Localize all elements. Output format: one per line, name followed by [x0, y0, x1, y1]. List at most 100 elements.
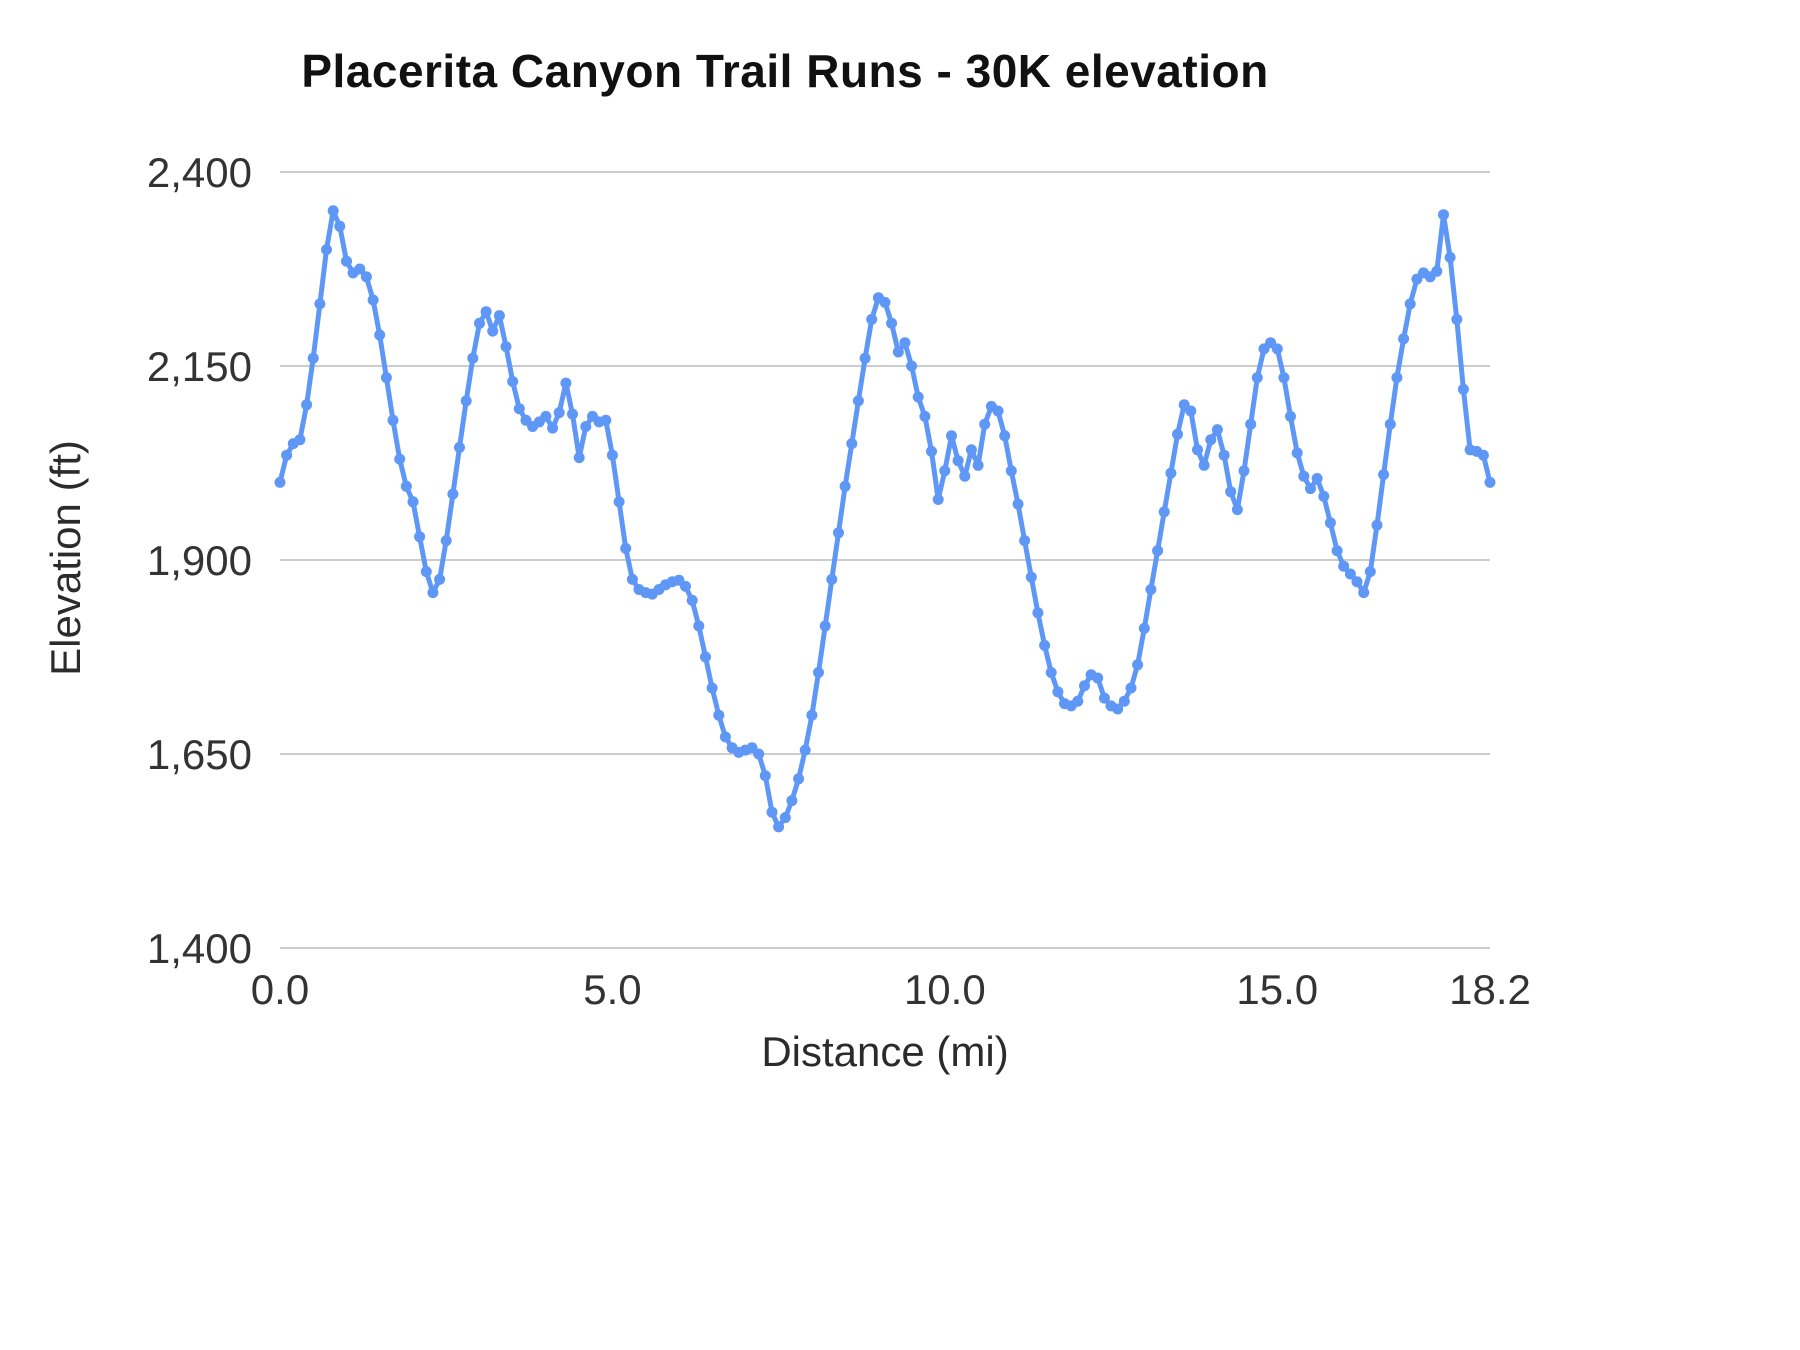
data-point — [1138, 622, 1150, 634]
data-point — [1052, 686, 1064, 698]
data-point — [281, 449, 293, 461]
data-point — [567, 408, 578, 420]
chart-title: Placerita Canyon Trail Runs - 30K elevat… — [301, 45, 1269, 97]
data-point — [866, 313, 878, 325]
data-point — [959, 470, 971, 482]
data-point — [374, 329, 386, 341]
data-point — [806, 709, 818, 721]
data-point — [892, 346, 904, 358]
data-point — [1158, 506, 1170, 518]
data-point — [952, 455, 964, 467]
data-point — [1019, 535, 1031, 547]
data-point — [420, 566, 432, 578]
data-point — [1251, 372, 1263, 384]
data-point — [467, 352, 479, 364]
data-point — [1371, 519, 1383, 531]
data-point — [553, 407, 565, 419]
data-point — [1298, 470, 1310, 482]
data-point — [380, 372, 392, 384]
data-point — [414, 531, 426, 543]
data-point — [879, 296, 891, 308]
data-point — [1398, 333, 1410, 345]
data-point — [926, 445, 937, 457]
data-point — [759, 770, 771, 782]
data-point — [600, 414, 612, 426]
data-point — [1285, 410, 1296, 422]
data-point — [979, 418, 991, 430]
data-point — [507, 376, 519, 387]
data-point — [1152, 545, 1164, 557]
data-point — [713, 709, 725, 721]
data-point — [1431, 265, 1443, 277]
data-point — [493, 310, 505, 322]
data-point — [1192, 444, 1203, 456]
data-point — [547, 422, 559, 434]
x-axis-title: Distance (mi) — [761, 1028, 1009, 1075]
data-point — [1291, 447, 1303, 459]
data-point — [1311, 473, 1323, 484]
data-point — [1218, 449, 1230, 461]
data-point — [1344, 568, 1356, 580]
data-point — [906, 360, 918, 372]
data-point — [839, 480, 851, 492]
data-point — [899, 337, 911, 349]
data-point — [307, 352, 319, 364]
data-point — [1172, 428, 1183, 440]
data-point — [1384, 418, 1396, 430]
data-point — [560, 377, 572, 389]
data-point — [400, 480, 412, 492]
data-point — [1125, 682, 1137, 694]
data-point — [1238, 465, 1250, 477]
data-point — [1484, 476, 1496, 488]
data-point — [367, 294, 379, 306]
data-point — [1132, 659, 1144, 671]
x-tick-label: 15.0 — [1236, 966, 1318, 1013]
data-point — [1225, 486, 1237, 498]
data-point — [859, 352, 871, 364]
data-point — [613, 496, 625, 508]
data-point — [1211, 424, 1223, 436]
data-point — [819, 620, 831, 632]
data-point — [1025, 571, 1037, 583]
data-point — [786, 795, 798, 807]
data-point — [932, 494, 944, 505]
data-point — [1045, 667, 1057, 678]
data-point — [1092, 672, 1104, 684]
data-point — [334, 220, 346, 232]
data-point — [753, 748, 765, 760]
data-point — [500, 341, 512, 353]
data-point — [327, 205, 339, 217]
data-point — [773, 821, 785, 833]
data-point — [321, 244, 332, 256]
data-point — [1165, 467, 1177, 479]
data-point — [886, 317, 898, 329]
data-point — [440, 535, 452, 547]
data-point — [513, 403, 525, 415]
data-point — [1118, 695, 1130, 707]
data-point — [826, 573, 838, 585]
data-point — [1391, 372, 1403, 384]
x-tick-label: 10.0 — [904, 966, 986, 1013]
data-point — [779, 812, 791, 824]
data-point — [1324, 517, 1336, 529]
data-point — [474, 317, 485, 329]
data-point — [1451, 313, 1463, 325]
data-point — [946, 430, 957, 442]
y-tick-label: 1,900 — [147, 537, 252, 584]
data-point — [766, 806, 778, 818]
data-point — [833, 527, 844, 539]
data-point — [1205, 434, 1217, 446]
data-point — [680, 580, 691, 592]
data-point — [793, 773, 805, 785]
data-point — [1072, 695, 1084, 707]
data-point — [1331, 545, 1343, 557]
data-point — [1278, 372, 1290, 384]
data-point — [965, 444, 977, 456]
data-point — [1438, 209, 1449, 221]
data-point — [626, 573, 638, 585]
data-point — [1245, 418, 1257, 430]
y-tick-label: 2,150 — [147, 343, 252, 390]
data-point — [301, 399, 313, 411]
data-point — [992, 405, 1004, 417]
